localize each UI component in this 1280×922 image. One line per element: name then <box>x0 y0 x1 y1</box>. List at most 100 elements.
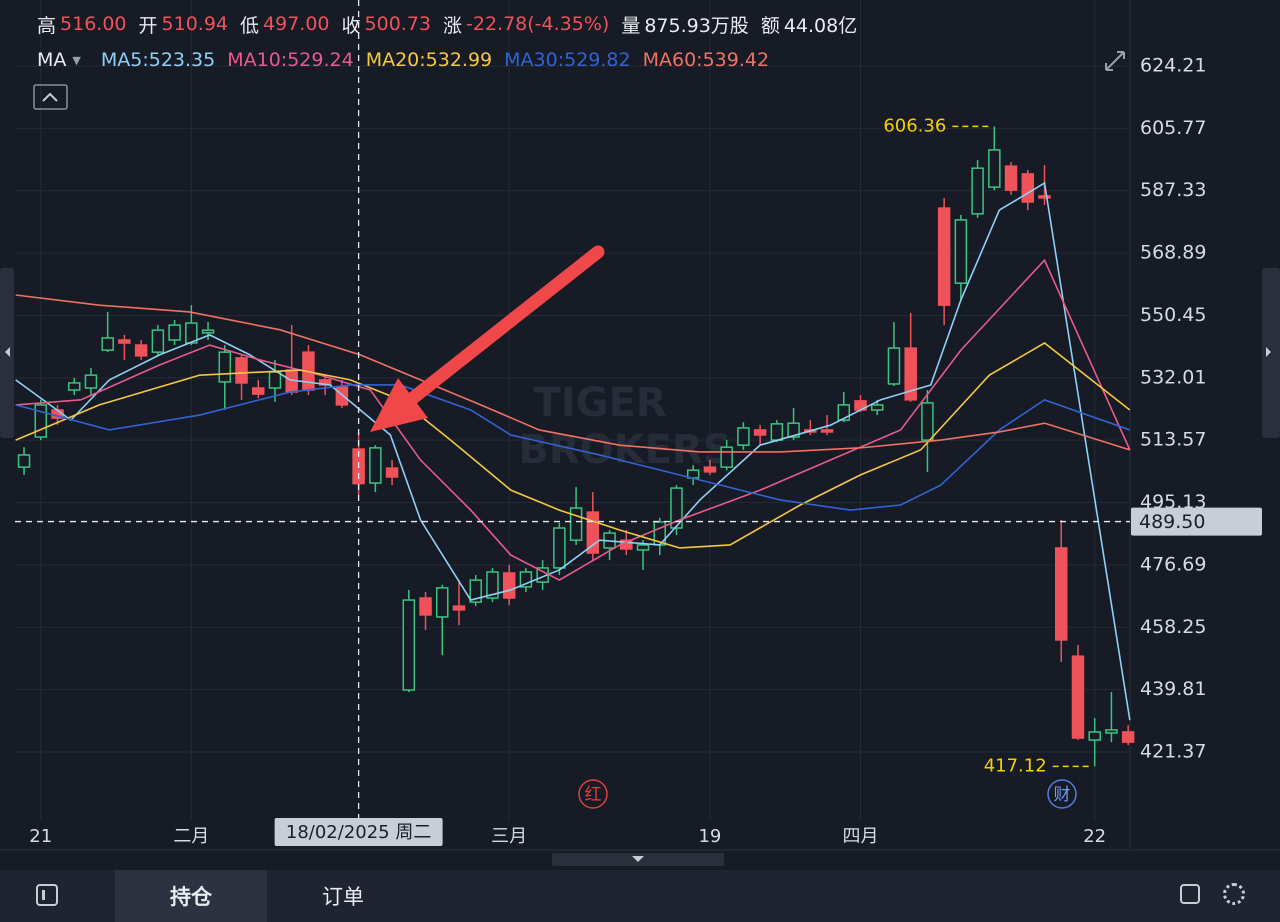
candle-body <box>101 337 114 351</box>
y-tick-label: 605.77 <box>1140 117 1206 139</box>
candle-body <box>904 347 917 401</box>
candle-body <box>1021 173 1035 203</box>
legend-entry: MA5:523.35 <box>100 49 216 71</box>
candle-body <box>1088 731 1101 741</box>
y-tick-label: 495.13 <box>1140 491 1206 513</box>
candle-body <box>519 571 533 588</box>
candle-body <box>218 351 232 383</box>
candle-body <box>988 149 1001 188</box>
x-tick-label: 三月 <box>491 826 527 847</box>
panel-icon-inner <box>42 890 45 900</box>
ma-line <box>15 342 1131 549</box>
dropdown-caret: ▼ <box>72 53 81 67</box>
chart: TIGER BROKERS 606.36 417.12 红 财 624.21 605… <box>0 0 1280 870</box>
candle-body <box>452 605 466 611</box>
candle-body <box>1071 655 1085 739</box>
tab[interactable]: 持仓 <box>115 870 267 922</box>
x-tick-label: 22 <box>1083 826 1106 847</box>
candle-body <box>887 347 901 385</box>
crosshair-price-box <box>1131 507 1262 536</box>
candle-body <box>753 429 767 436</box>
y-tick-label: 550.45 <box>1140 304 1206 326</box>
watermark: TIGER <box>533 380 666 426</box>
candle-body <box>469 579 482 603</box>
legend-entry: MA10:529.24 <box>227 49 354 71</box>
candle-body <box>569 507 583 541</box>
ma-line <box>15 258 1131 582</box>
arrow-shaft <box>406 245 605 405</box>
x-tick-label: 21 <box>29 826 52 847</box>
candle-body <box>118 339 131 344</box>
candle-body <box>553 527 566 569</box>
y-tick-label: 421.37 <box>1140 740 1206 762</box>
annotation-label: 417.12 <box>984 755 1047 776</box>
panel-icon[interactable] <box>36 884 58 906</box>
y-tick-label: 568.89 <box>1140 242 1206 264</box>
candle-body <box>151 329 165 353</box>
candle-body <box>251 387 265 395</box>
stat-value: 516.00 <box>60 13 127 35</box>
stat-label: 涨 <box>443 14 463 37</box>
right-arrow <box>1266 347 1271 357</box>
legend: MA ▼ MA5:523.35 MA10:529.24 MA20:532.99 MA3… <box>37 46 781 74</box>
crosshair-date-label: 18/02/2025 周二 <box>286 822 431 843</box>
stat-value: 875.93万股 <box>644 14 749 37</box>
candle-body <box>737 427 750 446</box>
candle-body <box>870 404 884 411</box>
event-icon[interactable] <box>1047 779 1077 809</box>
collapse-icon <box>42 92 58 102</box>
candle-body <box>402 599 416 691</box>
candle-body <box>770 423 784 441</box>
stat-label: 量 <box>621 14 641 37</box>
ma-line <box>15 294 1131 453</box>
candle-body <box>670 487 683 529</box>
arrow-head <box>370 378 428 432</box>
indicator-select[interactable]: MA <box>37 49 67 71</box>
event-icon[interactable] <box>578 779 608 809</box>
right-handle[interactable] <box>1262 268 1280 438</box>
event-label: 财 <box>1054 785 1071 805</box>
x-tick-label: 二月 <box>173 826 209 847</box>
stat-label: 额 <box>760 14 780 37</box>
candle-body <box>720 446 733 468</box>
window-icon[interactable] <box>1180 884 1200 904</box>
candle-body <box>134 344 148 357</box>
tab[interactable]: 订单 <box>322 885 364 909</box>
candle-body <box>937 207 951 306</box>
background <box>0 0 1280 870</box>
candle-body <box>1105 729 1118 734</box>
candle-body <box>820 429 834 433</box>
legend-entry: MA60:539.42 <box>642 49 770 71</box>
y-tick-label: 532.01 <box>1140 366 1206 388</box>
candle-body <box>703 466 717 473</box>
candle-body <box>954 219 968 284</box>
marks: 606.36 417.12 <box>15 115 1135 776</box>
ma-line <box>15 181 1131 721</box>
candle-body <box>502 572 516 599</box>
candle-body <box>17 454 31 468</box>
candle-body <box>636 544 650 551</box>
collapse-button[interactable] <box>33 84 68 110</box>
candle-body <box>837 404 851 421</box>
candle-body <box>369 447 382 484</box>
bottom-bar: 持仓 订单 <box>0 870 1280 922</box>
candle-body <box>268 371 282 389</box>
candle-body <box>586 511 600 554</box>
candle-body <box>84 374 98 389</box>
x-tick-label: 19 <box>698 826 721 847</box>
y-tick-label: 587.33 <box>1140 179 1206 201</box>
candle-body <box>168 324 181 341</box>
annotation-label: 606.36 <box>883 115 946 136</box>
expand-icon[interactable] <box>1105 51 1125 71</box>
stat-label: 收 <box>341 14 361 37</box>
stat-value: 500.73 <box>364 13 431 35</box>
crosshair-date-box <box>274 818 443 846</box>
settings-icon[interactable] <box>1223 883 1245 905</box>
y-tick-label: 476.69 <box>1140 553 1206 575</box>
candle-body <box>235 357 248 384</box>
candle-body <box>971 167 984 215</box>
legend-entry: MA30:529.82 <box>504 49 631 71</box>
x-tick-label: 四月 <box>842 826 878 847</box>
stat-value: 510.94 <box>161 13 228 35</box>
